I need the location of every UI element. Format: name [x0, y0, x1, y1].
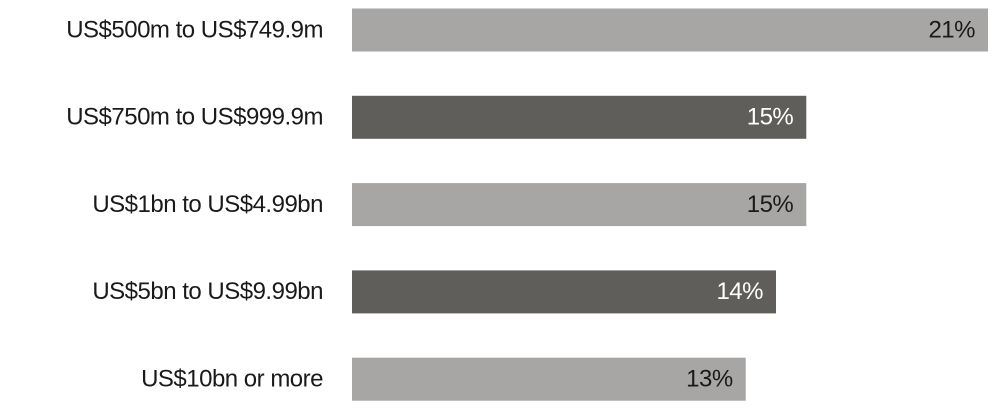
category-label: US$500m to US$749.9m	[66, 16, 323, 43]
value-label: 14%	[716, 278, 763, 305]
value-label: 13%	[686, 366, 733, 393]
bar	[352, 95, 807, 139]
category-label: US$10bn or more	[141, 366, 323, 393]
value-label: 15%	[747, 104, 794, 131]
bar	[352, 270, 776, 314]
value-label: 21%	[928, 16, 975, 43]
category-label: US$1bn to US$4.99bn	[92, 191, 323, 218]
bar	[352, 357, 746, 401]
value-label: 15%	[747, 191, 794, 218]
category-label: US$5bn to US$9.99bn	[92, 278, 323, 305]
category-label: US$750m to US$999.9m	[66, 104, 323, 131]
bar	[352, 8, 988, 52]
bar	[352, 183, 807, 227]
